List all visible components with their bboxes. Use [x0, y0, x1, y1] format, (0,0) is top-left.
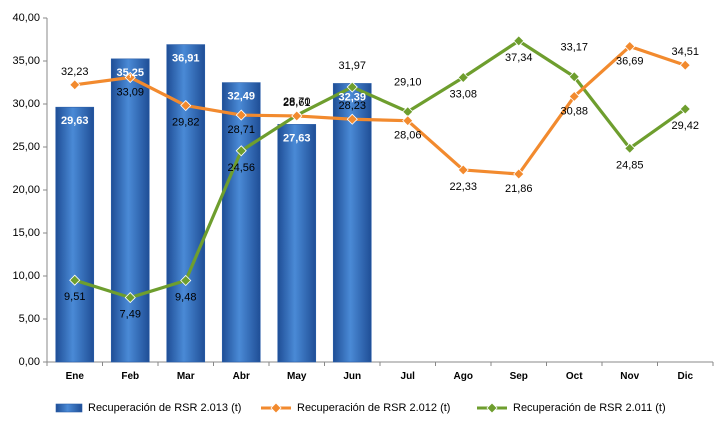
marker-2012 [679, 59, 691, 71]
marker-2011 [69, 274, 81, 286]
y-tick-label: 40,00 [12, 12, 40, 24]
marker-2012 [568, 90, 580, 102]
marker-2012 [346, 113, 358, 125]
line-label-2012: 32,23 [61, 66, 89, 78]
marker-2011 [568, 71, 580, 83]
line-label-2012: 28,23 [338, 100, 366, 112]
y-tick-label: 25,00 [12, 141, 40, 153]
bar-label-2013: 32,39 [338, 91, 366, 103]
line-label-2012: 30,88 [560, 105, 588, 117]
line-label-2011: 37,34 [505, 52, 533, 64]
x-tick-label: Mar [177, 371, 195, 382]
marker-2012 [513, 168, 525, 180]
bar-label-2013: 35,25 [116, 67, 144, 79]
legend-label-2012: Recuperación de RSR 2.012 (t) [297, 402, 450, 414]
x-tick-label: Ene [66, 371, 85, 382]
line-label-2012: 29,82 [172, 117, 200, 129]
y-tick-label: 5,00 [19, 313, 40, 325]
legend-label-2011: Recuperación de RSR 2.011 (t) [513, 402, 666, 414]
marker-2012 [235, 109, 247, 121]
marker-2012 [402, 115, 414, 127]
marker-2012 [291, 110, 303, 122]
y-tick-label: 20,00 [12, 184, 40, 196]
y-tick-label: 10,00 [12, 270, 40, 282]
marker-2012 [69, 79, 81, 91]
x-tick-label: Feb [121, 371, 139, 382]
bar-label-2013: 29,63 [61, 115, 89, 127]
line-label-2012: 28,71 [227, 124, 255, 136]
bar-2013 [332, 83, 372, 363]
line-label-2011: 24,56 [227, 162, 255, 174]
x-tick-label: Nov [620, 371, 639, 382]
bar-label-2013: 32,49 [227, 91, 255, 103]
line-label-2011: 24,85 [616, 159, 644, 171]
line-label-2012: 34,51 [671, 46, 699, 58]
legend-swatch-2013 [55, 403, 83, 413]
marker-2011 [124, 292, 136, 304]
legend-marker-2012 [270, 402, 282, 414]
line-label-2011: 29,10 [394, 77, 422, 89]
marker-2011 [513, 35, 525, 47]
line-label-2011: 9,51 [64, 291, 85, 303]
line-label-2011: 33,08 [449, 89, 477, 101]
x-tick-label: Dic [677, 371, 693, 382]
marker-2012 [180, 99, 192, 112]
bar-2013 [277, 124, 317, 363]
marker-2012 [457, 164, 469, 176]
bar-2013 [55, 106, 95, 363]
bar-label-2013: 27,63 [283, 132, 311, 144]
marker-2012 [624, 40, 636, 53]
line-label-2012: 36,69 [616, 55, 644, 67]
x-tick-label: Abr [233, 371, 250, 382]
legend-label-2013: Recuperación de RSR 2.013 (t) [88, 402, 241, 414]
x-tick-label: Oct [566, 371, 583, 382]
x-tick-label: Jul [401, 371, 416, 382]
bar-2013 [221, 82, 261, 363]
line-label-2011: 31,97 [338, 60, 366, 72]
marker-2011 [679, 103, 691, 115]
marker-2011 [180, 274, 192, 287]
bar-2013 [166, 44, 206, 363]
bar-series [55, 44, 372, 363]
marker-2011 [457, 71, 469, 84]
line-series [69, 35, 691, 304]
line-label-2011: 7,49 [120, 309, 141, 321]
line-label-2011: 28,70 [283, 96, 311, 108]
line-label-2012: 28,61 [283, 97, 311, 109]
line-2012 [74, 44, 686, 176]
legend-marker-2011 [486, 402, 498, 414]
marker-2011 [346, 81, 358, 93]
line-label-2011: 9,48 [175, 291, 196, 303]
data-labels: 29,63 35,25 36,91 32,49 27,63 32,39 32,23 33,09… [61, 42, 699, 321]
y-tick-label: 15,00 [12, 227, 40, 239]
x-tick-label: Sep [510, 371, 528, 382]
y-tick-label: 30,00 [12, 98, 40, 110]
axes: 0,00 5,00 10,00 15,00 20,00 25,00 30,00 35,00 40… [12, 12, 714, 382]
y-tick-label: 35,00 [12, 55, 40, 67]
marker-2012 [124, 71, 136, 83]
bar-label-2013: 36,91 [172, 53, 200, 65]
line-label-2012: 21,86 [505, 183, 533, 195]
marker-2011 [624, 142, 636, 154]
y-tick-label: 0,00 [19, 356, 40, 368]
line-label-2012: 33,09 [116, 86, 144, 98]
x-tick-label: Jun [343, 371, 361, 382]
marker-2011 [235, 145, 247, 157]
line-label-2012: 28,06 [394, 130, 422, 142]
line-label-2012: 22,33 [449, 181, 477, 193]
line-label-2011: 29,42 [671, 120, 699, 132]
line-label-2011: 33,17 [560, 42, 588, 54]
x-tick-label: May [287, 371, 307, 382]
legend: Recuperación de RSR 2.013 (t) Recuperació… [55, 402, 666, 414]
x-tick-label: Ago [454, 371, 473, 382]
bar-2013 [110, 58, 150, 363]
